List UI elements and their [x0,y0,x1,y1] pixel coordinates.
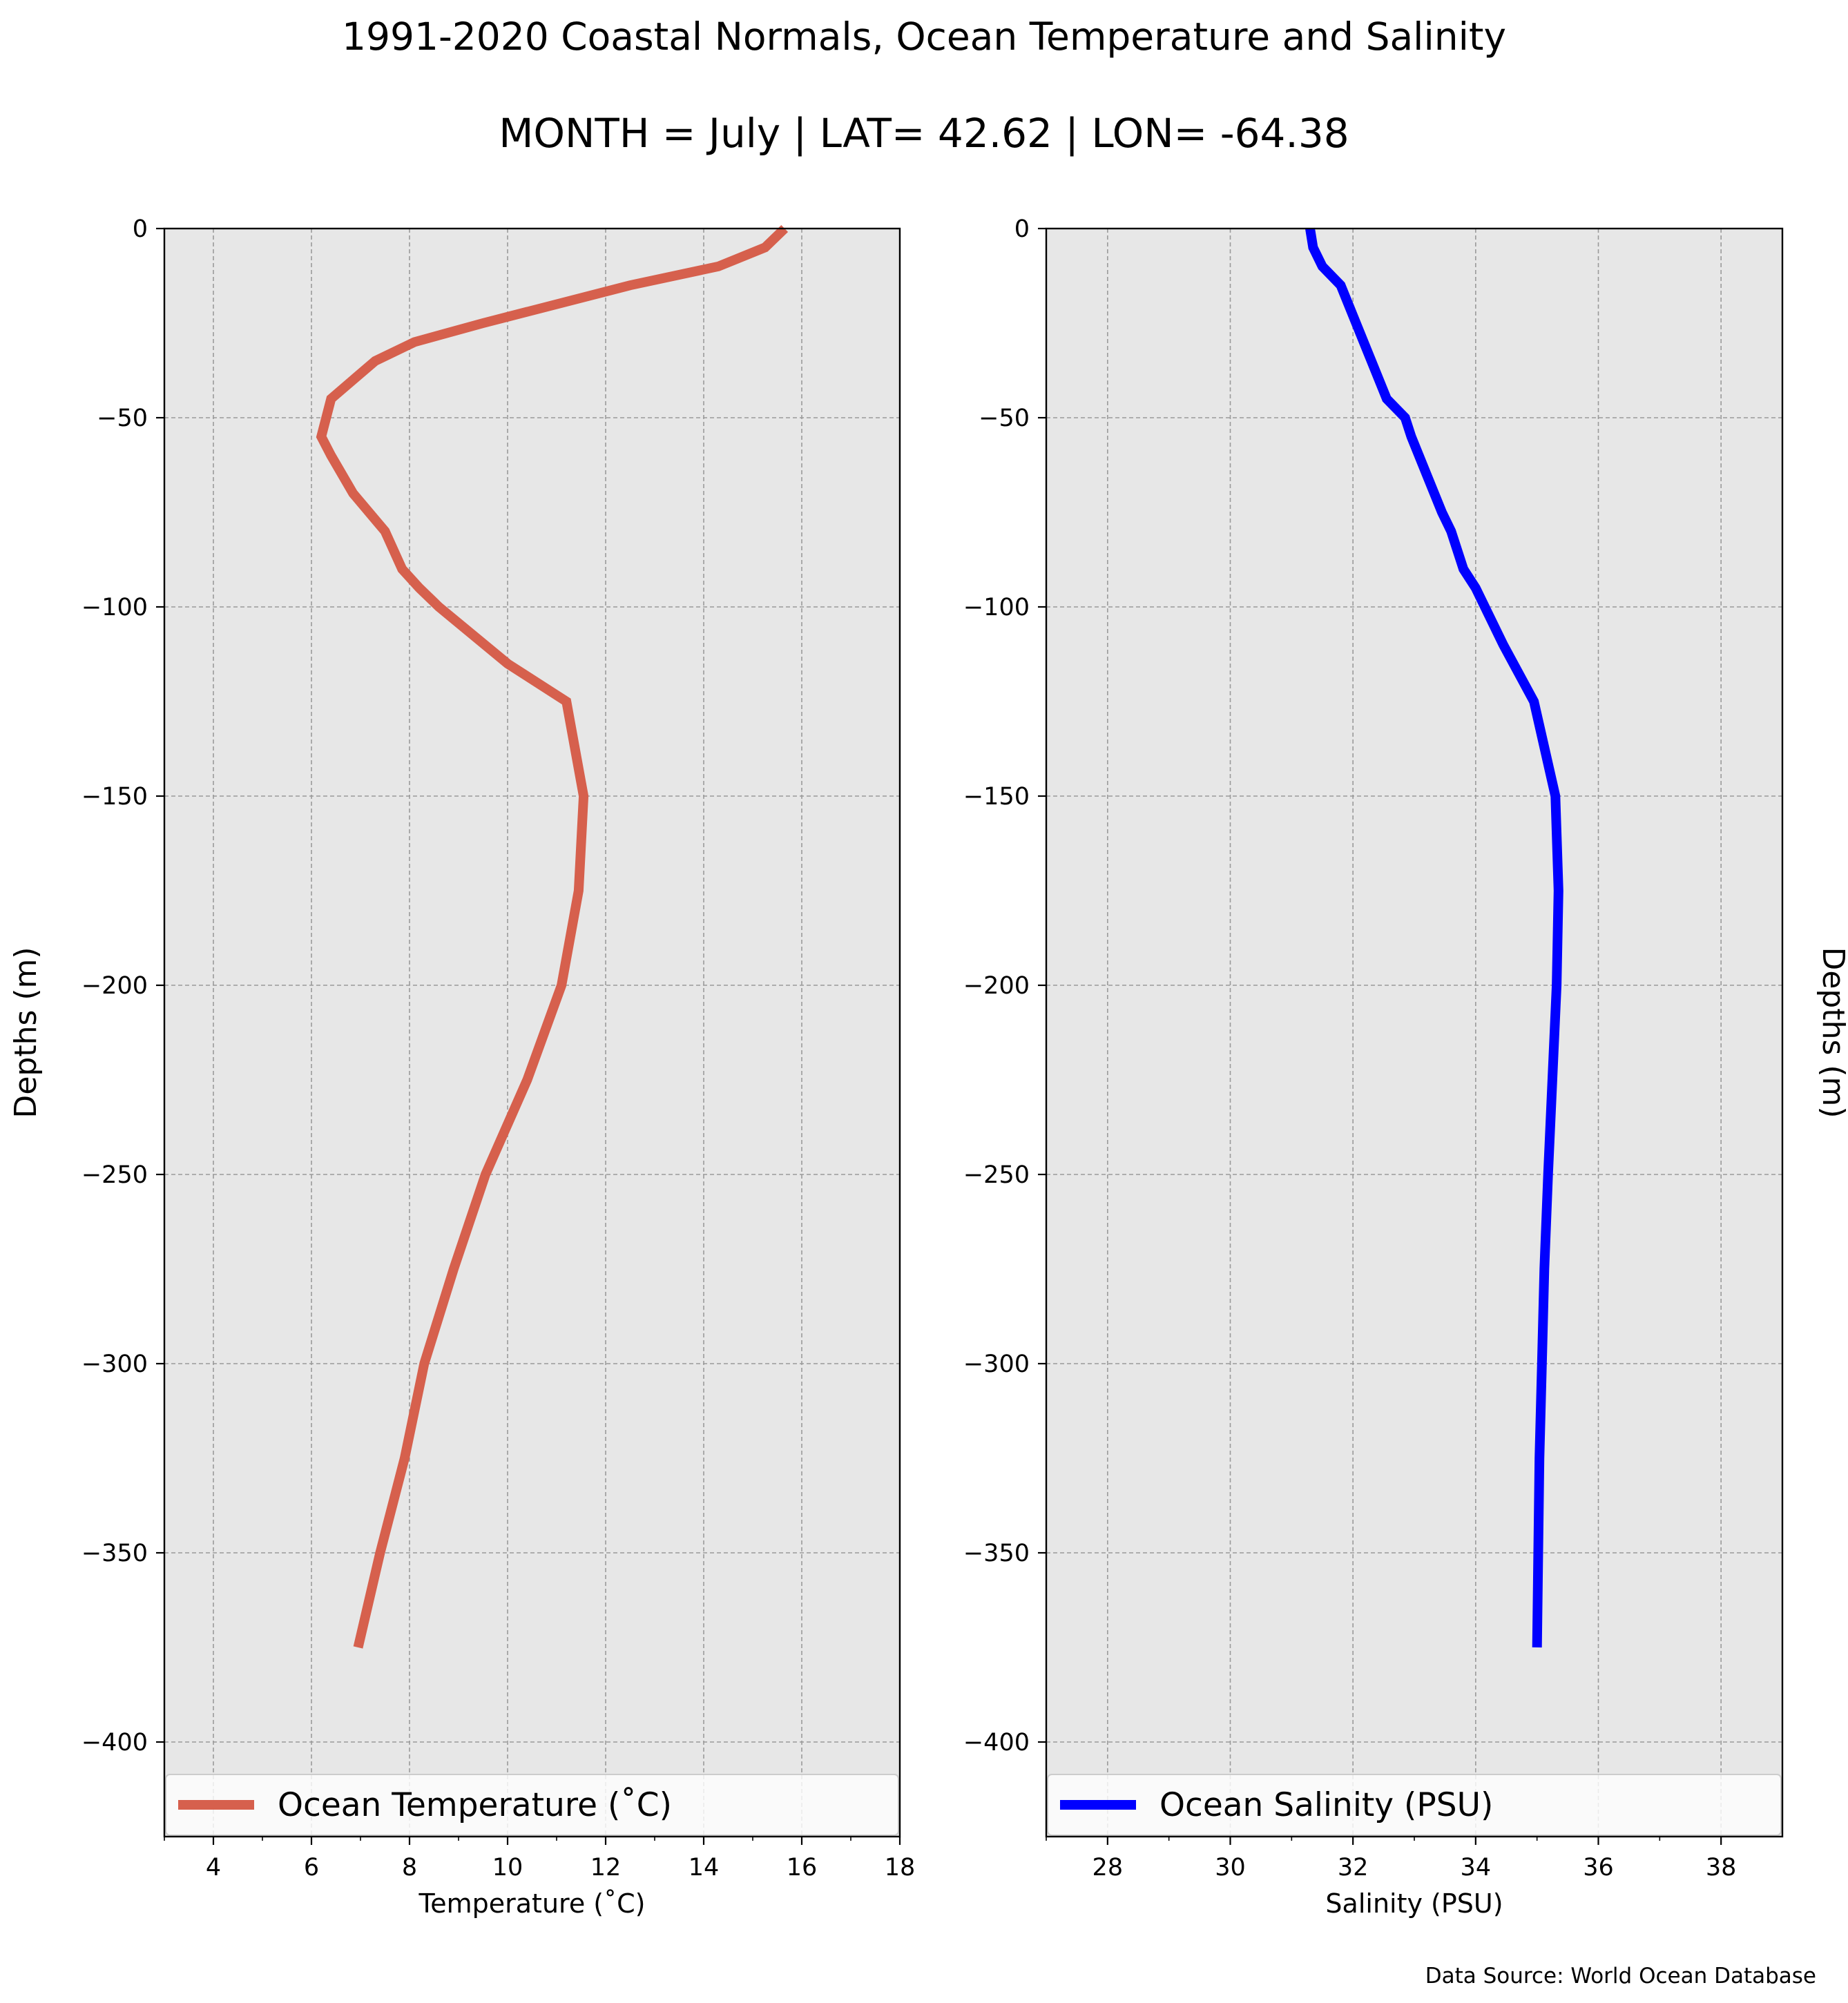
y-tick-label: −350 [963,1540,1030,1567]
y-tick-label: −200 [81,972,148,1000]
y-tick-label: −300 [81,1351,148,1378]
plot-area [164,229,900,1837]
y-axis-label: Depths (m) [8,947,44,1118]
y-tick-label: −200 [963,972,1030,1000]
x-tick-label: 38 [1706,1854,1737,1881]
x-axis-label: Salinity (PSU) [1325,1888,1503,1919]
legend-box [1047,1774,1782,1836]
y-tick-label: −150 [963,783,1030,811]
legend-box [165,1774,899,1836]
series-line [1305,227,1563,1648]
y-tick-label: −400 [963,1729,1030,1757]
legend-label: Ocean Salinity (PSU) [1159,1786,1493,1824]
y-tick-label: −350 [81,1540,148,1567]
plot-area [1046,229,1782,1837]
x-tick-label: 10 [492,1854,523,1881]
data-source-note: Data Source: World Ocean Database [1425,1964,1816,1989]
axes-frame [163,227,901,1838]
y-tick-label: −50 [97,405,148,432]
x-tick-label: 16 [787,1854,818,1881]
x-tick-label: 28 [1093,1854,1124,1881]
x-tick-label: 6 [304,1854,319,1881]
y-tick-label: −250 [81,1161,148,1189]
x-axis-label: Temperature (˚C) [418,1888,646,1919]
y-tick-label: −400 [81,1729,148,1757]
chart-title: 1991-2020 Coastal Normals, Ocean Tempera… [342,14,1506,59]
salinity-panel: Ocean Salinity (PSU) 28 30 32 34 36 38 0 −50 −100… [963,215,1848,1919]
y-tick-label: −100 [963,594,1030,621]
x-tick-label: 18 [885,1854,916,1881]
x-tick-label: 14 [689,1854,720,1881]
y-tick-label: −250 [963,1161,1030,1189]
chart-subtitle: MONTH = July | LAT= 42.62 | LON= -64.38 [499,110,1349,157]
legend-label: Ocean Temperature (˚C) [278,1786,672,1824]
x-tick-label: 36 [1583,1854,1614,1881]
series-line [316,224,789,1649]
x-tick-label: 32 [1338,1854,1369,1881]
x-tick-label: 4 [206,1854,221,1881]
x-tick-label: 12 [590,1854,622,1881]
x-tick-label: 30 [1215,1854,1246,1881]
y-tick-label: −100 [81,594,148,621]
y-axis-label: Depths (m) [1816,947,1848,1118]
y-tick-label: 0 [1014,215,1030,243]
x-tick-label: 34 [1461,1854,1492,1881]
x-tick-label: 8 [402,1854,417,1881]
y-tick-label: 0 [133,215,148,243]
y-tick-label: −150 [81,783,148,811]
y-tick-label: −300 [963,1351,1030,1378]
temperature-panel: Ocean Temperature (˚C) 4 6 8 10 12 14 16 18 0 −50 −… [8,215,915,1919]
y-tick-label: −50 [979,405,1030,432]
